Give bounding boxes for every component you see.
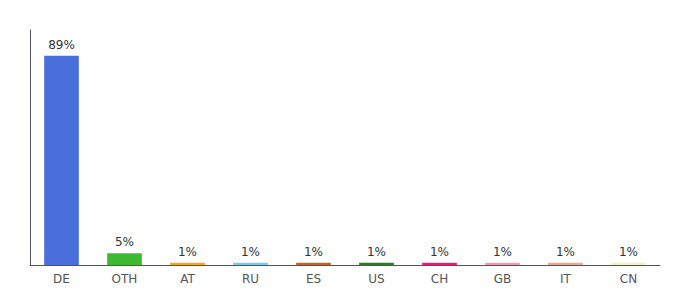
svg-text:CN: CN	[620, 272, 637, 286]
svg-text:1%: 1%	[178, 245, 197, 259]
svg-text:1%: 1%	[430, 245, 449, 259]
svg-text:1%: 1%	[304, 245, 323, 259]
svg-text:RU: RU	[242, 272, 259, 286]
svg-text:89%: 89%	[48, 38, 75, 52]
svg-text:1%: 1%	[367, 245, 386, 259]
svg-text:CH: CH	[431, 272, 448, 286]
svg-text:US: US	[368, 272, 384, 286]
svg-text:OTH: OTH	[112, 272, 138, 286]
svg-text:1%: 1%	[241, 245, 260, 259]
svg-text:1%: 1%	[493, 245, 512, 259]
svg-text:IT: IT	[560, 272, 572, 286]
svg-text:AT: AT	[180, 272, 195, 286]
svg-text:ES: ES	[306, 272, 321, 286]
svg-text:GB: GB	[494, 272, 512, 286]
svg-text:1%: 1%	[619, 245, 638, 259]
svg-text:5%: 5%	[115, 235, 134, 249]
svg-text:DE: DE	[53, 272, 70, 286]
svg-text:1%: 1%	[556, 245, 575, 259]
